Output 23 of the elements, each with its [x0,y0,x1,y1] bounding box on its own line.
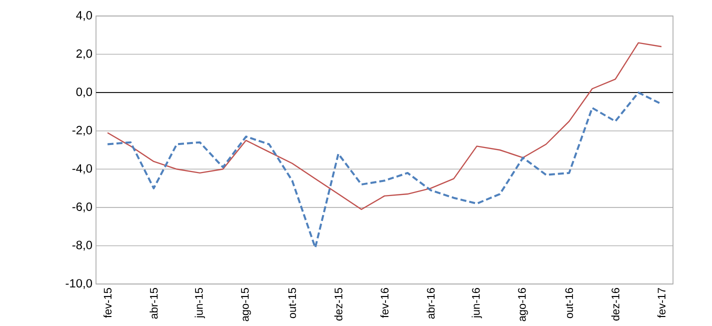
y-tick-label: 2,0 [76,49,92,60]
x-tick-label: out-16 [565,288,574,318]
y-tick-label: -4,0 [72,164,92,174]
y-tick-label: -10,0 [66,279,92,289]
x-tick-label: fev-15 [104,288,112,318]
x-tick-label: abr-15 [150,288,158,319]
x-tick-label: fev-16 [380,288,389,318]
y-tick-label: -6,0 [72,202,92,212]
x-tick-label: ago-15 [241,288,251,322]
line-series [106,92,662,249]
y-tick-label: -8,0 [72,240,92,251]
x-tick-label: fev-17 [657,288,666,318]
y-tick-label: -2,0 [72,126,92,136]
x-tick-label: ago-16 [518,288,528,322]
x-tick-label: dez-16 [611,288,620,321]
y-tick-label: 4,0 [76,11,92,21]
y-tick-label: 0,0 [76,88,92,98]
line-series [106,42,662,210]
x-tick-label: dez-15 [334,288,342,321]
x-tick-label: out-15 [288,288,296,318]
x-tick-label: abr-16 [426,288,435,319]
x-tick-label: jun-15 [194,288,205,318]
x-tick-label: jun-16 [472,288,482,318]
